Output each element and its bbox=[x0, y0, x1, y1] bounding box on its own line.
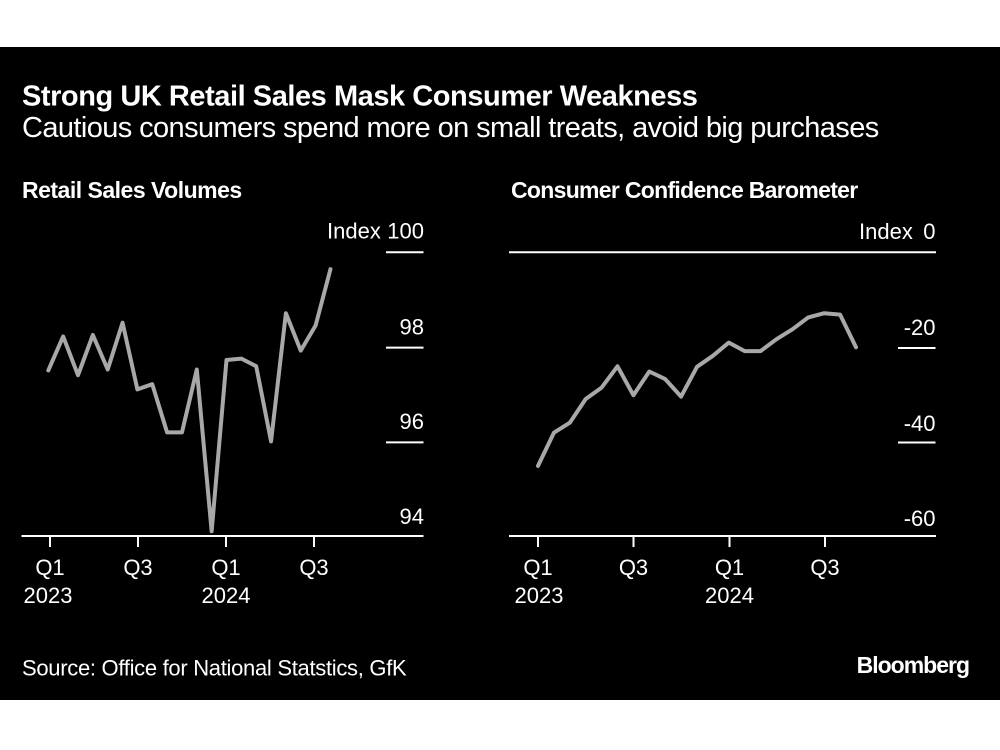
svg-text:Consumer Confidence Barometer: Consumer Confidence Barometer bbox=[511, 177, 858, 203]
svg-text:Index: Index bbox=[327, 219, 381, 244]
svg-text:100: 100 bbox=[387, 219, 424, 244]
svg-text:-40: -40 bbox=[904, 411, 936, 436]
svg-text:98: 98 bbox=[400, 315, 424, 340]
svg-text:Strong UK Retail Sales Mask Co: Strong UK Retail Sales Mask Consumer Wea… bbox=[22, 81, 697, 113]
svg-text:Cautious consumers spend more: Cautious consumers spend more on small t… bbox=[22, 112, 879, 144]
svg-text:2023: 2023 bbox=[24, 583, 73, 608]
svg-text:Q1: Q1 bbox=[715, 555, 744, 580]
svg-text:Q3: Q3 bbox=[299, 555, 328, 580]
svg-text:Q1: Q1 bbox=[523, 555, 552, 580]
svg-text:Q3: Q3 bbox=[619, 555, 648, 580]
svg-text:-20: -20 bbox=[904, 315, 936, 340]
svg-text:Q1: Q1 bbox=[35, 555, 64, 580]
svg-text:2023: 2023 bbox=[515, 583, 564, 608]
svg-text:Q3: Q3 bbox=[123, 555, 152, 580]
svg-text:2024: 2024 bbox=[202, 583, 251, 608]
svg-text:Q1: Q1 bbox=[211, 555, 240, 580]
svg-text:Q3: Q3 bbox=[810, 555, 839, 580]
svg-text:2024: 2024 bbox=[705, 583, 754, 608]
svg-text:-60: -60 bbox=[904, 506, 936, 531]
svg-text:Index: Index bbox=[859, 219, 913, 244]
svg-text:96: 96 bbox=[400, 409, 424, 434]
svg-text:Retail Sales Volumes: Retail Sales Volumes bbox=[22, 177, 242, 203]
svg-text:Source: Office for National St: Source: Office for National Statstics, G… bbox=[22, 656, 407, 681]
svg-text:94: 94 bbox=[400, 504, 424, 529]
svg-text:0: 0 bbox=[923, 219, 935, 244]
svg-text:Bloomberg: Bloomberg bbox=[857, 652, 969, 678]
